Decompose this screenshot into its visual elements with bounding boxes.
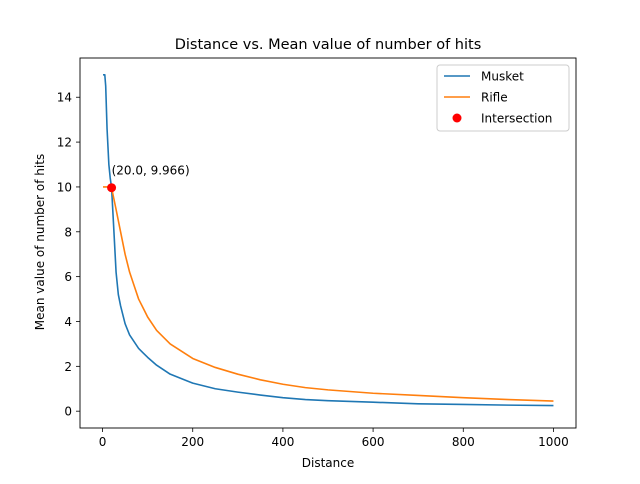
tick-layer: 0 200 400 600 800 1000 0 2 4 6 8 10 12 14 [57,91,569,449]
series-line-musket [103,74,554,407]
y-tick-label: 2 [64,360,72,374]
legend-label-musket: Musket [481,70,524,84]
x-tick-label: 0 [99,435,107,449]
x-tick-label: 600 [362,435,385,449]
x-axis-label: Distance [302,456,354,470]
x-tick-label: 200 [181,435,204,449]
y-tick-label: 6 [64,270,72,284]
x-tick-label: 800 [452,435,475,449]
y-tick-label: 4 [64,315,72,329]
x-tick-label: 1000 [538,435,569,449]
intersection-label: (20.0, 9.966) [112,164,190,178]
axes-frame [79,57,577,429]
intersection-point [107,183,117,193]
y-tick-label: 12 [57,136,72,150]
x-tick-label: 400 [271,435,294,449]
y-tick-label: 8 [64,225,72,239]
chart-title: Distance vs. Mean value of number of hit… [175,37,482,53]
annotation-layer: (20.0, 9.966) [107,164,190,193]
legend-label-intersection: Intersection [481,112,552,126]
y-axis-label: Mean value of number of hits [33,154,47,330]
y-tick-label: 14 [57,91,72,105]
y-tick-label: 0 [64,405,72,419]
legend-label-rifle: Rifle [481,91,508,105]
y-tick-label: 10 [57,180,72,194]
legend-swatch-intersection [452,113,462,123]
series-layer [103,74,554,407]
legend: Musket Rifle Intersection [436,64,570,132]
series-line-rifle [103,186,554,402]
legend-box [436,64,570,132]
